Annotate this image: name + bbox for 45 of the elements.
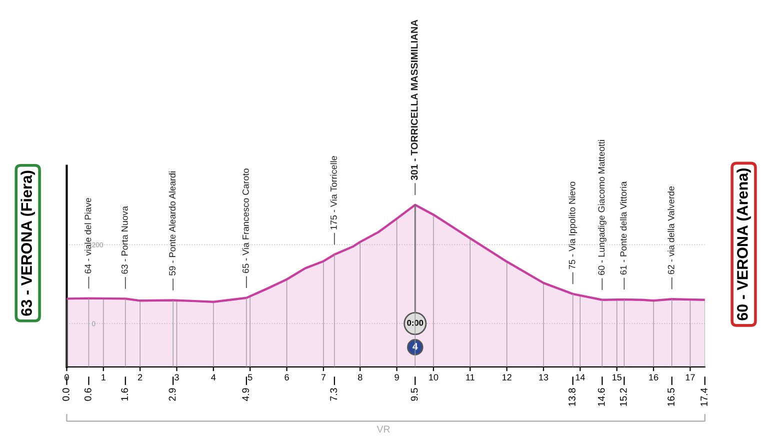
x-tick-label: 6 [284, 374, 289, 380]
annotation: 65 - Via Francesco Caroto [242, 168, 249, 274]
annotation: 301 - TORRICELLA MASSIMILIANA [410, 20, 418, 180]
x-tick-label: 10 [429, 374, 438, 380]
x2-tick-label: 4.9 [242, 388, 250, 402]
x2-tick-label: 16.5 [668, 388, 674, 406]
annotation: 63 - VERONA (Fiera) [20, 170, 35, 316]
x2-tick-label: 13.8 [568, 388, 576, 406]
x-tick-label: 1 [102, 374, 106, 380]
annotation: 59 - Ponte Aleardo Aleardi [168, 172, 176, 276]
x2-tick-label: 9.5 [410, 388, 418, 401]
annotation: 4 [412, 343, 418, 350]
x-tick-label: 7 [321, 374, 326, 380]
annotation: 62 - via della Valverde [668, 186, 674, 274]
x-tick-label: 2 [138, 374, 142, 380]
x2-tick-label: 15.2 [620, 388, 627, 406]
x-tick-label: 15 [612, 374, 622, 380]
x-tick-label: 17 [686, 374, 695, 380]
x2-tick-label: 2.9 [168, 388, 176, 401]
x2-tick-label: 17.4 [700, 388, 708, 406]
x-tick-label: 8 [358, 374, 362, 380]
annotation: 75 - Via Ippolito Nievo [568, 182, 578, 270]
x-tick-label: 3 [174, 374, 179, 380]
x-tick-label: 4 [211, 374, 216, 380]
x-tick-label: 0 [64, 374, 69, 380]
text: VR [376, 426, 390, 432]
x-tick-label: 11 [466, 374, 474, 380]
x-tick-label: 13 [539, 374, 548, 380]
x-tick-label: 12 [502, 374, 512, 380]
annotation: 0:00 [407, 320, 424, 326]
annotation: 60 - Lungadige Giacomo Matteotti [598, 140, 606, 275]
annotation: 60 - VERONA (Arena) [736, 168, 751, 320]
x-tick-label: 16 [649, 374, 658, 380]
x-tick-label: 9 [394, 374, 399, 380]
annotation: 64 - viale del Piave [84, 198, 92, 274]
x2-tick-label: 0.6 [84, 388, 92, 401]
x-tick-label: 14 [576, 374, 585, 380]
x2-tick-label: 0.0 [62, 388, 70, 401]
x-tick-label: 5 [248, 374, 252, 380]
annotation: 61 - Ponte della Vittoria [620, 181, 627, 275]
annotation: 63 - Porta Nuova [121, 206, 128, 274]
x2-tick-label: 1.6 [121, 388, 128, 401]
x2-tick-label: 7.3 [330, 388, 338, 401]
x2-tick-label: 14.6 [598, 388, 605, 406]
annotation: 175 - Via Torricelle [330, 156, 337, 230]
